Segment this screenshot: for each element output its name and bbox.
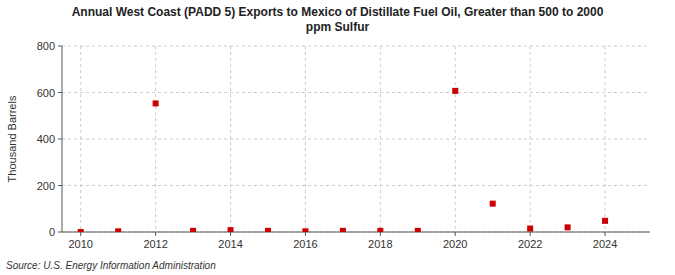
title: Annual West Coast (PADD 5) Exports to Me…: [72, 5, 604, 34]
grid-line-x: [380, 46, 381, 232]
tick-label-x: 2020: [443, 238, 467, 250]
grid-line-x: [80, 46, 81, 232]
tick-y: [58, 185, 62, 186]
grid-line-x: [230, 46, 231, 232]
tick-label-x: 2024: [593, 238, 617, 250]
tick-x: [380, 232, 381, 236]
tick-label-x: 2018: [368, 238, 392, 250]
tick-y: [58, 92, 62, 93]
point: [190, 228, 196, 232]
point: [340, 228, 346, 232]
grid-line-x: [305, 46, 306, 232]
grid-line-x: [605, 46, 606, 232]
tick-x: [605, 232, 606, 236]
grid-line-y: [62, 46, 650, 47]
tick-y: [58, 232, 62, 233]
point: [415, 228, 421, 232]
points: [78, 88, 608, 232]
point: [78, 229, 84, 232]
grid-line-x: [155, 46, 156, 232]
point: [490, 201, 496, 207]
grid-line-y: [62, 185, 650, 186]
tick-x: [230, 232, 231, 236]
point: [452, 88, 458, 94]
point: [153, 100, 159, 106]
title-line: Annual West Coast (PADD 5) Exports to Me…: [72, 5, 604, 19]
grid-line-y: [62, 92, 650, 93]
grid-line-y: [62, 232, 650, 233]
tick-label-x: 2014: [218, 238, 242, 250]
tick-label-y: 0: [49, 226, 55, 238]
tick-x: [80, 232, 81, 236]
point: [377, 228, 383, 232]
tick-label-x: 2016: [293, 238, 317, 250]
grid-line-x: [455, 46, 456, 232]
grid-line-y: [62, 139, 650, 140]
tick-label-y: 400: [37, 133, 55, 145]
point: [527, 226, 533, 232]
tick-y: [58, 139, 62, 140]
tick-label-x: 2022: [518, 238, 542, 250]
tick-label-x: 2012: [143, 238, 167, 250]
point: [302, 228, 308, 232]
y-label: Thousand Barrels: [6, 95, 18, 182]
title-line: ppm Sulfur: [306, 20, 370, 34]
tick-x: [305, 232, 306, 236]
axis-y: [62, 46, 63, 232]
grid-line-x: [530, 46, 531, 232]
point: [265, 228, 271, 232]
tick-label-y: 800: [37, 40, 55, 52]
point: [115, 228, 121, 232]
tick-x: [455, 232, 456, 236]
tick-x: [155, 232, 156, 236]
point: [602, 218, 608, 224]
tick-y: [58, 46, 62, 47]
tick-label-y: 600: [37, 87, 55, 99]
point: [565, 224, 571, 230]
tick-label-x: 2010: [68, 238, 92, 250]
point: [228, 227, 234, 232]
chart: Annual West Coast (PADD 5) Exports to Me…: [0, 0, 675, 275]
source: Source: U.S. Energy Information Administ…: [6, 260, 216, 271]
tick-label-y: 200: [37, 180, 55, 192]
axis-x: [62, 232, 650, 233]
tick-x: [530, 232, 531, 236]
